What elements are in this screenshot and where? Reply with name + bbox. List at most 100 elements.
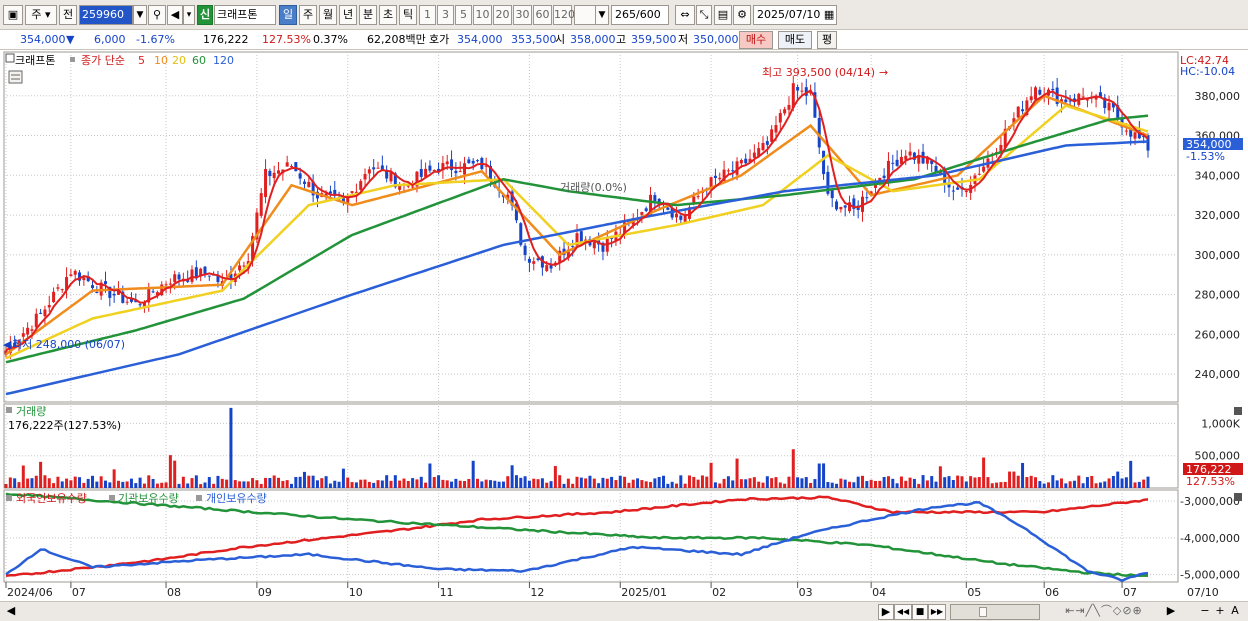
panel-menu-icon[interactable]: [5, 53, 15, 63]
candle-body: [644, 208, 648, 212]
speaker-icon[interactable]: ◀: [167, 5, 183, 25]
volume-bar: [255, 480, 259, 488]
volume-bar: [52, 483, 56, 488]
price-axis: 380,000360,000340,000320,000300,000280,0…: [1195, 90, 1241, 381]
candle-body: [882, 175, 886, 178]
scroll-thumb[interactable]: [979, 607, 987, 617]
drawing-tools-icon[interactable]: ⇤⇥╱╲⌒◇⊘⊕: [1065, 604, 1143, 617]
prev-toggle[interactable]: 전: [59, 5, 77, 25]
lc-label: LC:42.74: [1180, 54, 1229, 67]
candle-body: [30, 329, 34, 331]
window-icon[interactable]: ▣: [3, 5, 23, 25]
volume-bar: [1094, 483, 1098, 488]
minute-option-120[interactable]: 120: [553, 5, 575, 25]
volume-bar: [1068, 481, 1072, 488]
volume-bar: [938, 466, 942, 488]
split-view-icon[interactable]: ⇔: [675, 5, 695, 25]
candle-body: [1064, 99, 1068, 103]
volume-bar: [977, 477, 981, 488]
candle-body: [463, 163, 467, 175]
price-tick-label: 380,000: [1195, 90, 1241, 103]
buy-button[interactable]: 매수: [739, 31, 773, 49]
resize-icon[interactable]: ⤡: [696, 5, 712, 25]
low-price: 350,000: [693, 33, 739, 46]
minute-option-20[interactable]: 20: [493, 5, 512, 25]
volume-bar: [947, 476, 951, 488]
volume-bar: [147, 475, 151, 488]
minute-option-5[interactable]: 5: [455, 5, 472, 25]
volume-bar: [761, 482, 765, 488]
period-select[interactable]: 주 ▾: [25, 5, 57, 25]
nav-play-button[interactable]: ▶: [878, 604, 894, 620]
calendar-icon[interactable]: ▦: [823, 8, 835, 21]
candle-body: [1137, 130, 1141, 139]
table-view-icon[interactable]: [8, 70, 23, 84]
candle-body: [739, 159, 743, 164]
ma-legend-5: 5: [138, 54, 145, 67]
search-icon[interactable]: ⚲: [148, 5, 166, 25]
code-dropdown-icon[interactable]: ▼: [133, 5, 147, 25]
interval-week[interactable]: 주: [299, 5, 317, 25]
volume-bar: [861, 475, 864, 488]
save-icon[interactable]: ▤: [714, 5, 732, 25]
holdings-panel-frame: [3, 489, 1179, 583]
minute-option-60[interactable]: 60: [533, 5, 552, 25]
interval-month[interactable]: 월: [319, 5, 337, 25]
candle-body: [674, 213, 678, 218]
candle-body: [350, 191, 354, 193]
minute-option-3[interactable]: 3: [437, 5, 454, 25]
auto-scale-button[interactable]: A: [1231, 604, 1239, 617]
bar-count-field[interactable]: 265/600: [611, 5, 669, 25]
nav-forward-button[interactable]: ▶▶: [928, 604, 946, 620]
zoom-out-button[interactable]: −: [1200, 604, 1210, 617]
volume-bar: [649, 482, 653, 488]
stock-chart[interactable]: 380,000360,000340,000320,000300,000280,0…: [0, 50, 1248, 602]
candle-body: [532, 261, 536, 264]
volume-bar: [1055, 480, 1059, 488]
zoom-in-button[interactable]: +: [1215, 604, 1225, 617]
custom-interval-dropdown-icon[interactable]: ▼: [595, 5, 609, 25]
candle-body: [943, 169, 947, 185]
volume-bar: [493, 480, 497, 488]
open-label: 시: [555, 33, 566, 46]
nav-stop-button[interactable]: ■: [912, 604, 928, 620]
volume-close-icon[interactable]: [1234, 407, 1242, 415]
minute-option-10[interactable]: 10: [473, 5, 492, 25]
high-price: 359,500: [631, 33, 677, 46]
interval-tick[interactable]: 틱: [399, 5, 417, 25]
sell-button[interactable]: 매도: [778, 31, 812, 49]
open-price: 358,000: [570, 33, 616, 46]
candle-body: [415, 171, 419, 187]
volume-bar: [575, 476, 579, 488]
candle-body: [623, 222, 627, 235]
stock-name-field[interactable]: 크래프톤: [214, 5, 276, 25]
speaker-dropdown-icon[interactable]: ▾: [183, 5, 195, 25]
candle-body: [982, 166, 986, 172]
interval-minute[interactable]: 분: [359, 5, 377, 25]
interval-day[interactable]: 일: [279, 5, 297, 25]
volume-bar: [597, 483, 601, 488]
minute-option-1[interactable]: 1: [419, 5, 436, 25]
volume-bar: [328, 483, 332, 488]
settings-gear-icon[interactable]: ⚙: [733, 5, 751, 25]
scroll-right-icon[interactable]: ▶: [1166, 604, 1176, 617]
nav-rewind-button[interactable]: ◀◀: [894, 604, 912, 620]
candle-body: [424, 168, 428, 177]
volume-bar: [1021, 462, 1025, 488]
minute-option-30[interactable]: 30: [513, 5, 532, 25]
scroll-left-icon[interactable]: ◀: [6, 604, 16, 617]
candle-body: [290, 166, 293, 168]
eval-button[interactable]: 평: [817, 31, 837, 49]
candle-body: [977, 173, 981, 175]
date-field[interactable]: 2025/07/10 ▦: [753, 5, 837, 25]
stock-code-input[interactable]: 259960: [79, 5, 133, 25]
candle-body: [696, 196, 700, 198]
candle-body: [1085, 99, 1089, 101]
interval-second[interactable]: 초: [379, 5, 397, 25]
x-tick-label: 10: [349, 586, 363, 599]
candle-body: [1068, 100, 1072, 102]
interval-year[interactable]: 년: [339, 5, 357, 25]
holdings-close-icon[interactable]: [1234, 493, 1242, 501]
candle-body: [930, 160, 934, 164]
scroll-track[interactable]: [950, 604, 1040, 620]
